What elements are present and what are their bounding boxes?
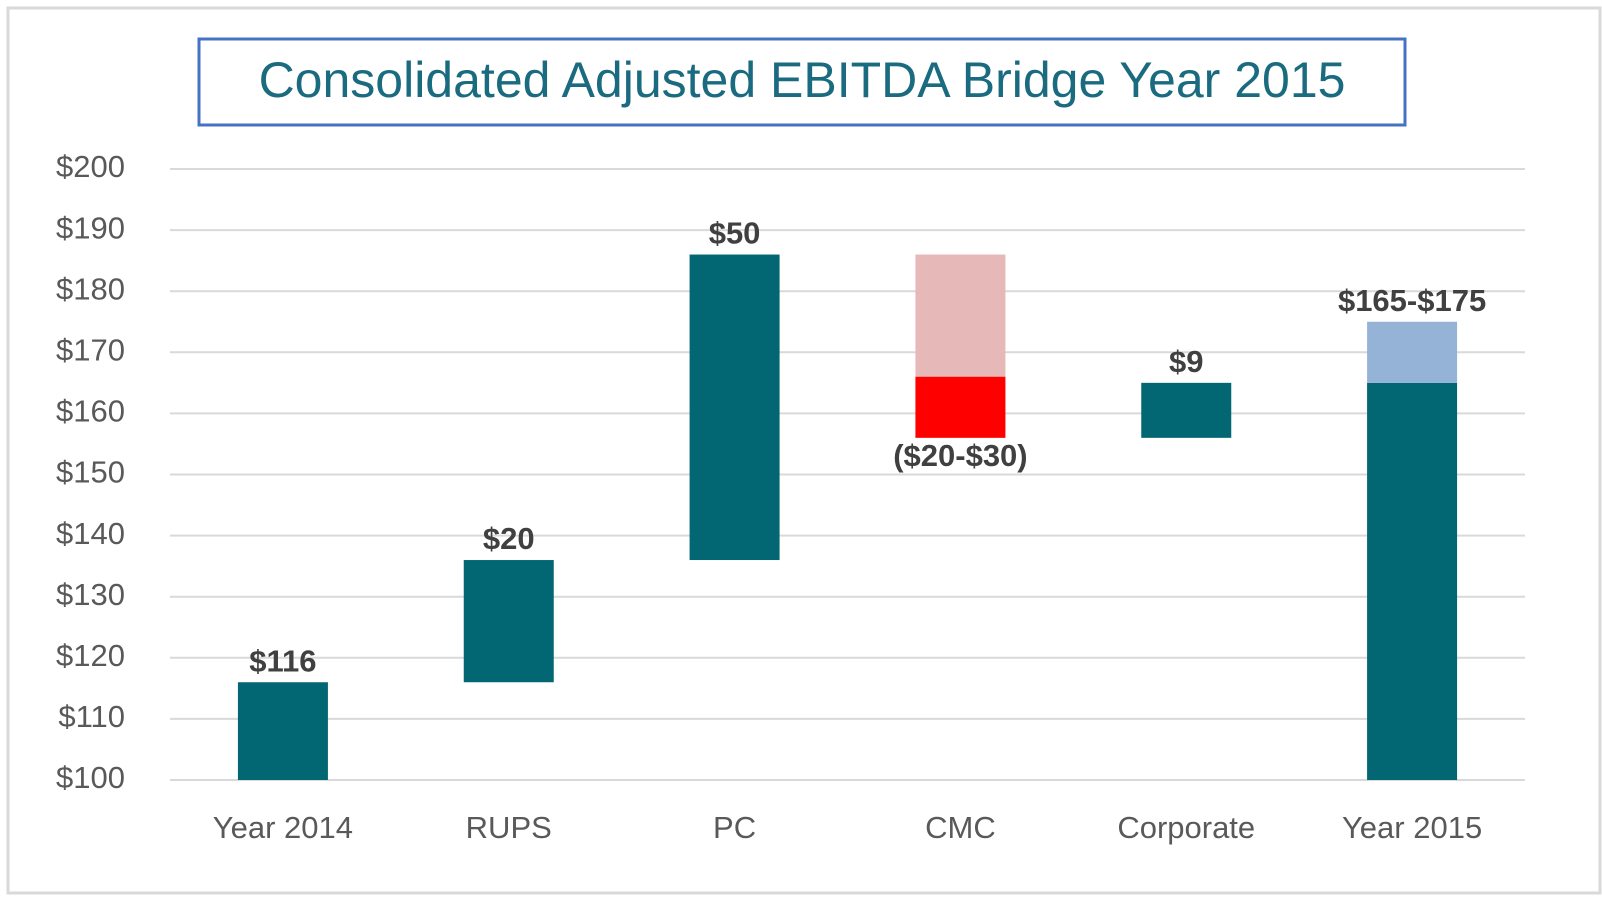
data-label: $50 bbox=[709, 216, 761, 251]
y-tick-label: $190 bbox=[56, 210, 125, 245]
x-tick-label: Year 2015 bbox=[1342, 810, 1482, 845]
bar bbox=[463, 560, 554, 683]
bar bbox=[1367, 321, 1458, 383]
y-tick-label: $200 bbox=[56, 149, 125, 184]
bar bbox=[915, 254, 1006, 377]
bar bbox=[1367, 382, 1458, 780]
x-tick-label: Corporate bbox=[1117, 810, 1255, 845]
data-label: $9 bbox=[1169, 344, 1203, 379]
x-tick-label: CMC bbox=[925, 810, 996, 845]
bar bbox=[237, 682, 328, 780]
x-tick-label: RUPS bbox=[466, 810, 552, 845]
data-label: $116 bbox=[249, 643, 316, 678]
bar bbox=[689, 254, 780, 561]
bar bbox=[915, 376, 1006, 438]
chart-title: Consolidated Adjusted EBITDA Bridge Year… bbox=[259, 52, 1346, 108]
y-tick-label: $100 bbox=[56, 760, 125, 795]
y-tick-label: $170 bbox=[56, 332, 125, 367]
y-tick-label: $140 bbox=[56, 516, 125, 551]
data-label: ($20-$30) bbox=[893, 438, 1027, 473]
data-label: $165-$175 bbox=[1338, 283, 1486, 318]
y-tick-label: $150 bbox=[56, 455, 125, 490]
data-label: $20 bbox=[483, 521, 535, 556]
title-box bbox=[197, 37, 1407, 127]
x-tick-label: PC bbox=[713, 810, 756, 845]
y-tick-label: $120 bbox=[56, 638, 125, 673]
chart-frame bbox=[6, 6, 1602, 895]
x-tick-label: Year 2014 bbox=[213, 810, 353, 845]
y-tick-label: $160 bbox=[56, 394, 125, 429]
y-tick-label: $110 bbox=[58, 699, 125, 734]
bar bbox=[1141, 382, 1232, 438]
y-tick-label: $180 bbox=[56, 271, 125, 306]
y-tick-label: $130 bbox=[56, 577, 125, 612]
